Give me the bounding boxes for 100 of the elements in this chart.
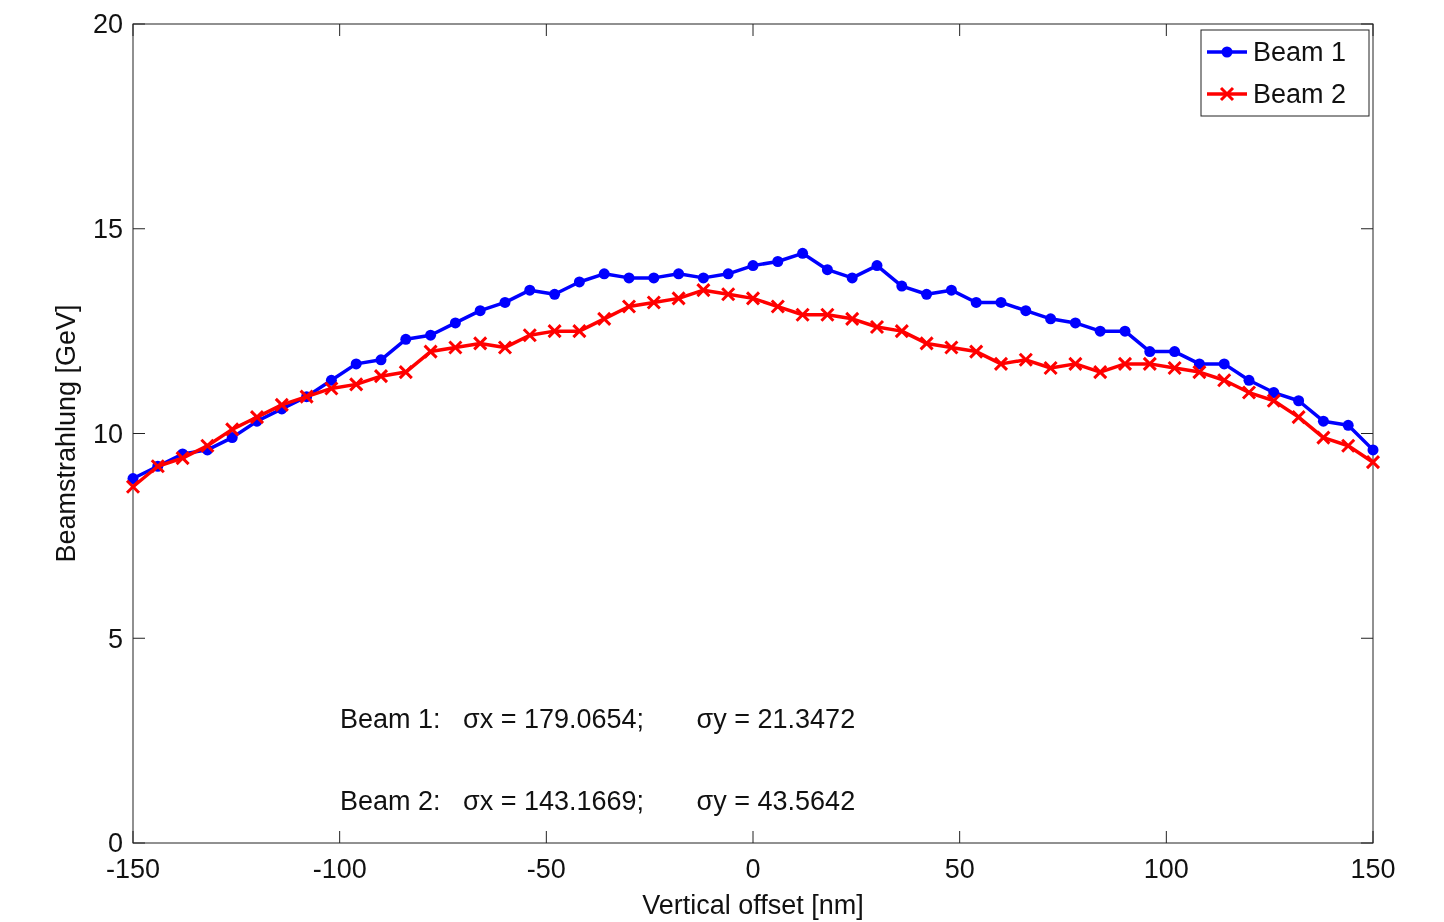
point xyxy=(993,356,1009,372)
point xyxy=(1018,352,1034,368)
point xyxy=(547,323,563,339)
point xyxy=(125,479,141,495)
legend-label: Beam 1 xyxy=(1253,37,1347,68)
point xyxy=(350,358,362,370)
annotation: Beam 1: σx = 179.0654; σy = 21.3472 xyxy=(340,704,856,734)
point xyxy=(1191,364,1207,380)
point xyxy=(1241,385,1257,401)
point xyxy=(1340,438,1356,454)
point xyxy=(1293,395,1305,407)
x-tick-label: 100 xyxy=(1143,854,1189,884)
point xyxy=(1119,325,1131,337)
point xyxy=(621,299,637,315)
point xyxy=(425,329,437,341)
point xyxy=(921,288,933,300)
point xyxy=(1243,374,1255,386)
point xyxy=(819,307,835,323)
point xyxy=(745,290,761,306)
point xyxy=(869,319,885,335)
point xyxy=(943,340,959,356)
point xyxy=(1167,360,1183,376)
point xyxy=(821,264,833,276)
point xyxy=(573,276,585,288)
x-tick-label: 50 xyxy=(944,854,975,884)
point xyxy=(695,282,711,298)
point xyxy=(797,247,809,259)
y-tick-label: 5 xyxy=(107,623,123,654)
point xyxy=(1045,313,1057,325)
point xyxy=(919,335,935,351)
point xyxy=(1367,444,1379,456)
point xyxy=(497,340,513,356)
y-tick-label: 10 xyxy=(92,418,123,449)
point xyxy=(348,376,364,392)
point xyxy=(596,311,612,327)
x-axis-title: Vertical offset [nm] xyxy=(642,890,864,920)
point xyxy=(522,327,538,343)
point xyxy=(1043,360,1059,376)
point xyxy=(1266,393,1282,409)
y-tick-label: 15 xyxy=(92,214,123,245)
point xyxy=(1315,430,1331,446)
point xyxy=(646,294,662,310)
point xyxy=(323,380,339,396)
point xyxy=(398,364,414,380)
y-axis-title: Beamstrahlung [GeV] xyxy=(51,304,81,563)
point xyxy=(449,317,461,329)
point xyxy=(175,450,191,466)
point xyxy=(1342,419,1354,431)
point xyxy=(474,305,486,317)
point xyxy=(671,290,687,306)
point xyxy=(199,438,215,454)
point xyxy=(400,333,412,345)
point xyxy=(846,272,858,284)
point xyxy=(224,421,240,437)
x-tick-label: 150 xyxy=(1350,854,1396,884)
point xyxy=(770,299,786,315)
point xyxy=(1069,317,1081,329)
point xyxy=(524,284,536,296)
point xyxy=(722,268,734,280)
point xyxy=(1094,325,1106,337)
point xyxy=(1092,364,1108,380)
point xyxy=(894,323,910,339)
point xyxy=(896,280,908,292)
point xyxy=(720,286,736,302)
point xyxy=(968,344,984,360)
x-tick-label: 0 xyxy=(745,854,761,884)
point xyxy=(995,296,1007,308)
point xyxy=(945,284,957,296)
point xyxy=(871,260,883,272)
point xyxy=(249,409,265,425)
point xyxy=(697,272,709,284)
x-tick-label: -50 xyxy=(526,854,566,884)
point xyxy=(623,272,635,284)
point xyxy=(1117,356,1133,372)
point xyxy=(472,335,488,351)
point xyxy=(648,272,660,284)
x-tick-label: -100 xyxy=(312,854,367,884)
point xyxy=(795,307,811,323)
point xyxy=(1020,305,1032,317)
point xyxy=(1144,346,1156,358)
point xyxy=(274,397,290,413)
point xyxy=(447,340,463,356)
point xyxy=(673,268,685,280)
point xyxy=(1142,356,1158,372)
y-tick-label: 20 xyxy=(92,9,123,40)
point xyxy=(747,260,759,272)
annotation: Beam 2: σx = 143.1669; σy = 43.5642 xyxy=(340,786,856,816)
point xyxy=(970,296,982,308)
point xyxy=(1291,409,1307,425)
legend-label: Beam 2 xyxy=(1253,79,1347,110)
point xyxy=(598,268,610,280)
point xyxy=(1169,346,1181,358)
point xyxy=(423,344,439,360)
point xyxy=(571,323,587,339)
point xyxy=(772,256,784,268)
point xyxy=(844,311,860,327)
point xyxy=(499,296,511,308)
point xyxy=(1216,372,1232,388)
point xyxy=(549,288,561,300)
point xyxy=(1365,454,1381,470)
